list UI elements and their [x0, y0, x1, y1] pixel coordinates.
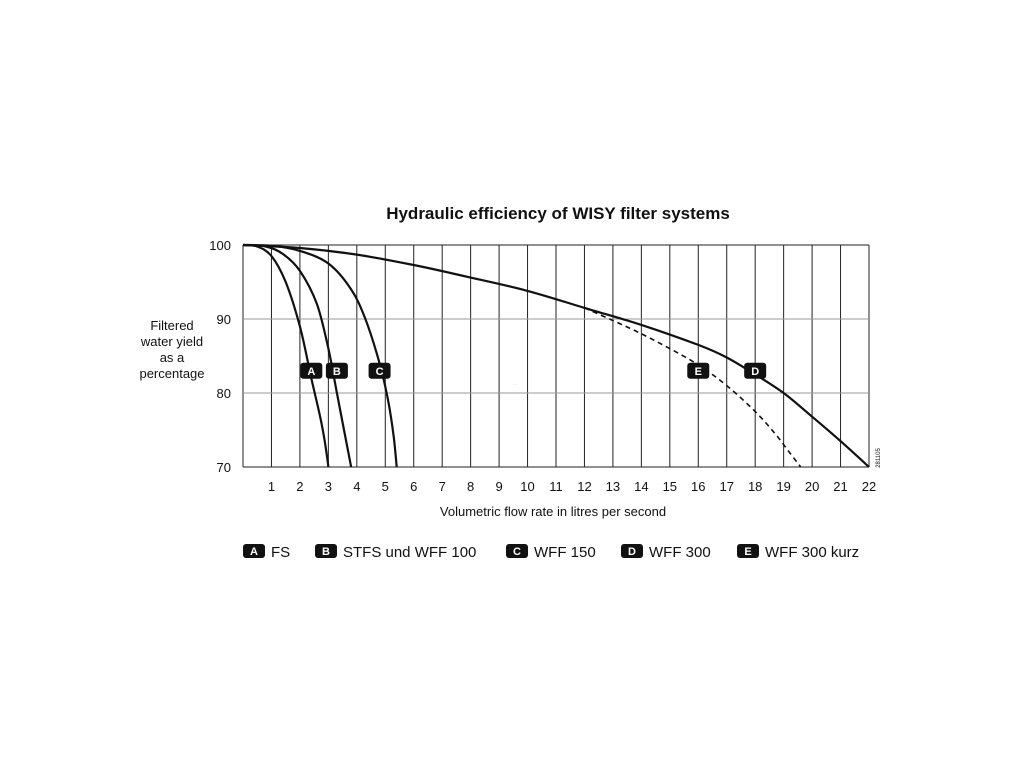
- legend-label: WFF 150: [534, 544, 596, 561]
- watermark: ···: [513, 382, 517, 387]
- x-tick-label: 13: [606, 479, 620, 494]
- tick-labels: 1 2 3 4 5 6 7 8 9 10 11 12 13 14 15 16 17 18 19 20 21 2270809…: [209, 238, 876, 494]
- series-line-d: [242, 243, 870, 468]
- y-axis-label-line: as a: [160, 350, 185, 365]
- legend-badge-box: [506, 544, 528, 558]
- y-axis-label-line: water yield: [140, 334, 203, 349]
- badge-letter: C: [376, 366, 384, 378]
- x-tick-label: 14: [634, 479, 648, 494]
- x-tick-label: 1: [268, 479, 275, 494]
- x-tick-label: 2: [296, 479, 303, 494]
- x-tick-label: 8: [467, 479, 474, 494]
- x-tick-label: 12: [577, 479, 591, 494]
- legend-item: E WFF 300 kurz: [737, 544, 859, 561]
- series-badge-b: B: [325, 362, 348, 379]
- legend-item: C WFF 150: [506, 544, 596, 561]
- series-badge-d: D: [744, 362, 767, 379]
- legend-badge-letter: A: [250, 546, 258, 558]
- series-badge-e: E: [687, 362, 710, 379]
- x-tick-label: 5: [382, 479, 389, 494]
- legend-label: WFF 300 kurz: [765, 544, 859, 561]
- badge-letter: B: [333, 366, 341, 378]
- x-tick-label: 22: [862, 479, 876, 494]
- badge-box: [687, 362, 710, 379]
- badge-box: [325, 362, 348, 379]
- series-badges: A B C D E: [300, 362, 767, 379]
- chart-title: Hydraulic efficiency of WISY filter syst…: [386, 204, 730, 223]
- legend-badge-box: [315, 544, 337, 558]
- x-tick-label: 17: [719, 479, 733, 494]
- legend-badge-letter: B: [322, 546, 330, 558]
- series-badge-a: A: [300, 362, 323, 379]
- legend: A FS B STFS und WFF 100 C WFF 150 D WFF 300 E WFF…: [243, 544, 859, 561]
- figure-code: 281105: [876, 448, 882, 468]
- x-tick-label: 3: [325, 479, 332, 494]
- x-tick-label: 11: [549, 479, 563, 494]
- x-tick-label: 4: [353, 479, 360, 494]
- legend-badge-box: [243, 544, 265, 558]
- badge-letter: E: [695, 366, 702, 378]
- legend-label: STFS und WFF 100: [343, 544, 476, 561]
- x-tick-label: 21: [833, 479, 847, 494]
- x-tick-label: 18: [748, 479, 762, 494]
- x-tick-label: 19: [776, 479, 790, 494]
- legend-item: A FS: [243, 544, 290, 561]
- x-tick-label: 7: [439, 479, 446, 494]
- series-line-e: [584, 307, 802, 468]
- x-tick-label: 6: [410, 479, 417, 494]
- series-line-b: [242, 243, 353, 468]
- x-tick-label: 20: [805, 479, 819, 494]
- series-line-c: [242, 243, 398, 468]
- legend-item: B STFS und WFF 100: [315, 544, 476, 561]
- grid: [242, 244, 870, 468]
- x-tick-label: 10: [520, 479, 534, 494]
- series-badge-c: C: [368, 362, 391, 379]
- series-line-a: [242, 243, 330, 468]
- legend-label: WFF 300: [649, 544, 711, 561]
- legend-badge-box: [737, 544, 759, 558]
- y-tick-label: 100: [209, 238, 231, 253]
- badge-letter: A: [307, 366, 315, 378]
- badge-box: [300, 362, 323, 379]
- badge-box: [368, 362, 391, 379]
- legend-badge-letter: C: [513, 546, 521, 558]
- y-axis-label: Filtered water yield as a percentage: [139, 318, 204, 381]
- y-tick-label: 80: [217, 386, 231, 401]
- legend-label: FS: [271, 544, 290, 561]
- x-tick-label: 16: [691, 479, 705, 494]
- y-tick-label: 90: [217, 312, 231, 327]
- badge-letter: D: [751, 366, 759, 378]
- x-tick-label: 9: [495, 479, 502, 494]
- series-curves: [242, 243, 870, 468]
- legend-badge-letter: E: [744, 546, 751, 558]
- x-axis-label: Volumetric flow rate in litres per secon…: [440, 504, 666, 519]
- badge-box: [744, 362, 767, 379]
- legend-badge-letter: D: [628, 546, 636, 558]
- y-tick-label: 70: [217, 460, 231, 475]
- y-axis-label-line: percentage: [139, 366, 204, 381]
- y-axis-label-line: Filtered: [150, 318, 193, 333]
- x-tick-label: 15: [663, 479, 677, 494]
- legend-badge-box: [621, 544, 643, 558]
- legend-item: D WFF 300: [621, 544, 711, 561]
